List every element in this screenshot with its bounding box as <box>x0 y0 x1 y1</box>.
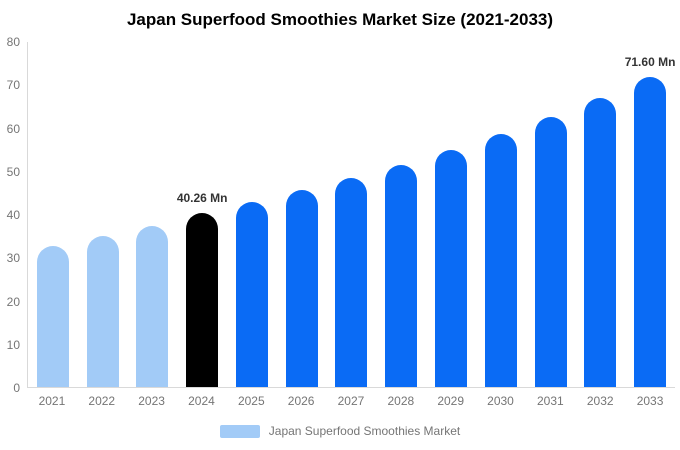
bar-slot-2025 <box>227 42 277 387</box>
y-tick-label: 20 <box>6 294 20 309</box>
bar-slot-2029 <box>426 42 476 387</box>
y-tick-label: 0 <box>13 381 20 395</box>
bar-2033[interactable] <box>634 77 667 387</box>
x-tick-label-2031: 2031 <box>537 394 564 408</box>
x-tick-label-2023: 2023 <box>138 394 165 408</box>
x-tick-label-2033: 2033 <box>636 394 664 408</box>
data-label-2024: 40.26 Mn <box>176 190 228 205</box>
bar-slot-2031 <box>526 42 576 387</box>
bar-2030[interactable] <box>484 133 517 387</box>
bar-2028[interactable] <box>385 165 418 387</box>
bar-slot-2023 <box>128 42 178 387</box>
x-tick-label-2021: 2021 <box>38 394 66 408</box>
y-tick-label: 60 <box>6 121 20 136</box>
y-tick-label: 30 <box>6 251 20 266</box>
bar-slot-2021 <box>28 42 78 387</box>
legend[interactable]: Japan Superfood Smoothies Market <box>0 424 680 438</box>
y-tick-label: 80 <box>6 35 20 49</box>
bar-2021[interactable] <box>36 245 69 387</box>
plot-area: 40.26 Mn 71.60 Mn <box>27 42 675 388</box>
x-axis-labels: 2021 2022 2023 2024 2025 2026 2027 2028 2029 2030… <box>27 394 675 408</box>
bar-slot-2032 <box>575 42 625 387</box>
bar-2024[interactable] <box>186 212 219 387</box>
legend-label: Japan Superfood Smoothies Market <box>268 424 461 438</box>
y-axis: 0 10 20 30 40 50 60 70 80 <box>0 36 22 394</box>
bar-slot-2030 <box>476 42 526 387</box>
bar-2032[interactable] <box>584 98 617 387</box>
legend-swatch <box>219 424 260 438</box>
y-tick-label: 70 <box>6 78 20 93</box>
bar-slot-2033: 71.60 Mn <box>625 42 675 387</box>
bar-2023[interactable] <box>136 225 169 387</box>
bar-slot-2022 <box>78 42 128 387</box>
bar-2026[interactable] <box>285 190 318 387</box>
bar-slot-2024: 40.26 Mn <box>176 42 228 387</box>
x-tick-label-2028: 2028 <box>387 394 415 408</box>
bar-slot-2027 <box>327 42 377 387</box>
x-tick-label-2022: 2022 <box>88 394 116 408</box>
data-label-2033: 71.60 Mn <box>624 55 676 70</box>
bar-slot-2026 <box>277 42 327 387</box>
bars-row: 40.26 Mn 71.60 Mn <box>28 42 675 387</box>
x-tick-label-2027: 2027 <box>337 394 365 408</box>
bar-2029[interactable] <box>435 149 467 387</box>
bar-2027[interactable] <box>335 177 368 387</box>
bar-2025[interactable] <box>235 202 268 387</box>
bar-2022[interactable] <box>86 236 119 387</box>
y-tick-label: 10 <box>6 337 20 352</box>
y-tick-label: 40 <box>6 208 20 222</box>
chart-title: Japan Superfood Smoothies Market Size (2… <box>126 10 554 29</box>
bar-slot-2028 <box>376 42 426 387</box>
x-tick-label-2032: 2032 <box>586 394 614 408</box>
x-tick-label-2025: 2025 <box>237 394 265 408</box>
x-tick-label-2024: 2024 <box>188 394 215 408</box>
x-tick-label-2029: 2029 <box>437 394 465 408</box>
x-tick-label-2026: 2026 <box>287 394 315 408</box>
y-tick-label: 50 <box>6 164 20 179</box>
bar-2031[interactable] <box>534 117 567 387</box>
x-tick-label-2030: 2030 <box>487 394 514 408</box>
